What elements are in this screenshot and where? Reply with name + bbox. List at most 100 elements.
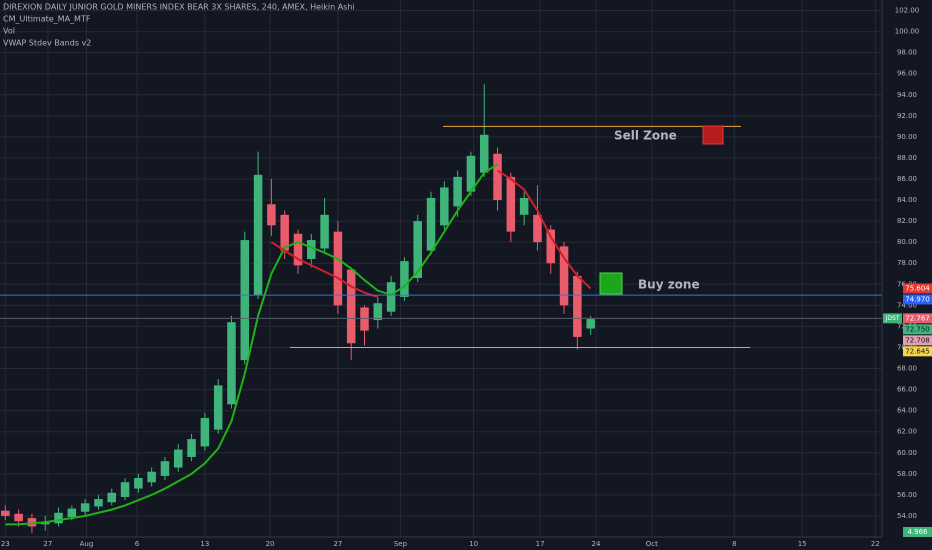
price-label-bg [903, 335, 932, 346]
y-tick-label: 96.00 [897, 70, 917, 78]
candle-body [107, 492, 117, 503]
y-tick-label: 92.00 [897, 112, 917, 120]
candle-body [213, 385, 223, 430]
indicator-name: Vol [3, 27, 15, 36]
candle-body [586, 319, 595, 329]
y-tick-label: 82.00 [897, 217, 917, 225]
y-tick-label: 62.00 [897, 428, 917, 436]
candle-body [493, 153, 502, 201]
y-tick-label: 84.00 [897, 196, 917, 204]
y-tick-label: 80.00 [897, 238, 917, 246]
y-tick-label: 56.00 [897, 491, 917, 499]
x-tick-label: 13 [200, 540, 209, 548]
y-tick-label: 58.00 [897, 470, 917, 478]
price-label-bg [903, 346, 932, 357]
candle-body [506, 176, 516, 232]
candle-body [453, 176, 462, 207]
y-tick-label: 78.00 [897, 259, 917, 267]
candle-body [400, 261, 409, 297]
x-tick-label: 24 [592, 540, 601, 548]
y-tick-label: 64.00 [897, 407, 917, 415]
y-tick-label: 86.00 [897, 175, 917, 183]
candle-body [134, 478, 143, 489]
symbol-tag: JDST [885, 315, 900, 322]
x-tick-label: 6 [135, 540, 140, 548]
y-tick-label: 102.00 [895, 7, 920, 15]
candle-body [67, 508, 77, 517]
price-label: 72.645 [905, 347, 930, 355]
candle-body [559, 246, 569, 306]
y-tick-label: 60.00 [897, 449, 917, 457]
y-tick-label: 66.00 [897, 386, 917, 394]
candle-body [147, 471, 156, 483]
candle-body [479, 134, 489, 173]
candle-body [27, 518, 37, 527]
candle-body [573, 275, 582, 337]
indicator-line [270, 241, 379, 298]
indicator-name: CM_Ultimate_MA_MTF [3, 15, 91, 24]
price-label-bg [903, 283, 932, 294]
candle-body [440, 187, 449, 226]
candle-body [80, 503, 90, 512]
indicator-line [497, 169, 592, 290]
candle-body [386, 282, 396, 312]
sell-box [702, 125, 724, 145]
price-axis [882, 0, 932, 550]
candle-body [94, 499, 103, 507]
symbol-tag-bg [883, 313, 902, 324]
candle-body [187, 439, 196, 457]
candle-body [360, 307, 369, 331]
candle-body [54, 512, 63, 524]
annotation: Buy zone [638, 278, 700, 292]
candle-body [240, 240, 250, 361]
candle-body [267, 204, 276, 226]
x-tick-label: 27 [333, 540, 342, 548]
y-tick-label: 90.00 [897, 133, 917, 141]
candle-body [413, 221, 422, 278]
candle-body [320, 214, 329, 249]
candle-body [174, 449, 183, 468]
candle-body [346, 269, 356, 344]
x-tick-label: 17 [536, 540, 545, 548]
candle-body [280, 214, 289, 251]
candle-body [293, 233, 303, 266]
indicator-name: VWAP Stdev Bands v2 [3, 39, 91, 48]
candle-body [546, 229, 556, 264]
y-tick-label: 54.00 [897, 512, 917, 520]
x-tick-label: 15 [798, 540, 807, 548]
x-tick-label: 20 [266, 540, 275, 548]
y-tick-label: 74.00 [897, 301, 917, 309]
candle-body [160, 461, 170, 476]
y-tick-label: 88.00 [897, 154, 917, 162]
annotation: Sell Zone [614, 129, 677, 143]
x-tick-label: Sep [394, 540, 408, 548]
candle-body [519, 197, 529, 215]
x-tick-label: 27 [43, 540, 52, 548]
candle-body [120, 482, 130, 497]
price-label: 74.970 [905, 295, 930, 303]
price-label: 75.604 [905, 284, 930, 292]
candle-body [253, 174, 263, 295]
candle-body [333, 231, 343, 306]
candle-body [426, 197, 436, 251]
x-tick-label: 23 [1, 540, 10, 548]
price-label: 72.750 [905, 325, 930, 333]
y-tick-label: 98.00 [897, 49, 917, 57]
x-tick-label: 10 [469, 540, 478, 548]
price-label-bg [903, 324, 932, 335]
chart-title: DIREXION DAILY JUNIOR GOLD MINERS INDEX … [3, 3, 355, 12]
y-tick-label: 94.00 [897, 91, 917, 99]
price-label-bg [903, 294, 932, 305]
candle-body [373, 303, 383, 321]
price-label: 72.767 [905, 314, 930, 322]
volume-label: 4.966 [907, 528, 928, 536]
candle-body [227, 322, 236, 405]
candle-body [466, 155, 476, 192]
x-tick-label: Aug [80, 540, 94, 548]
volume-label-bg [903, 527, 932, 537]
candle-body [307, 240, 316, 260]
candle-body [14, 513, 23, 522]
x-tick-label: 22 [871, 540, 880, 548]
x-tick-label: Oct [646, 540, 658, 548]
